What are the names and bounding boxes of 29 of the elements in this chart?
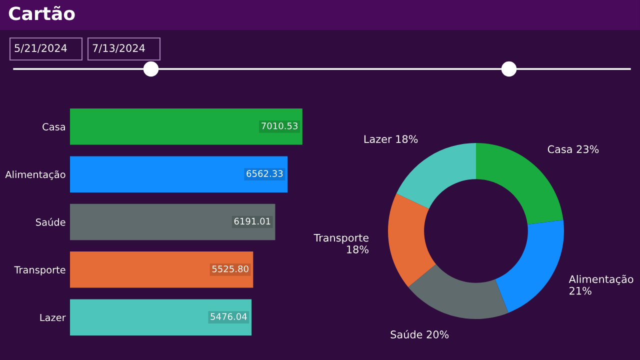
bar [70, 204, 276, 240]
data-label: 5525.80 [212, 265, 248, 272]
bar [70, 299, 252, 336]
slice-label: Lazer 18% [364, 135, 418, 144]
data-label: 5476.04 [210, 313, 247, 320]
bar [70, 108, 302, 145]
data-label: 21% [570, 286, 592, 295]
data-label: 7010.53 [262, 122, 298, 130]
text: 7/13/2024 [92, 44, 145, 53]
bar [70, 156, 288, 192]
slice-label: Saúde 20% [390, 330, 449, 338]
donut-slice [495, 220, 564, 313]
text: 5/21/2024 [14, 44, 67, 53]
y-tick-label: Casa [42, 123, 65, 130]
donut-slice [396, 143, 476, 209]
y-tick-label: Transporte [14, 266, 66, 276]
donut-slice [408, 264, 508, 319]
data-label: 6191.01 [234, 218, 270, 225]
data-label: 6562.33 [246, 170, 283, 177]
slice-label: Casa 23% [548, 145, 599, 154]
slice-label: Transporte [314, 234, 368, 244]
chart-title: Cartão [8, 6, 75, 20]
data-label: 18% [347, 245, 368, 254]
donut-slice [388, 194, 436, 288]
slice-label: Alimentação [568, 274, 634, 285]
y-tick-label: Alimentação [5, 170, 66, 180]
bar [70, 252, 254, 288]
y-tick-label: Saúde [36, 218, 66, 226]
y-tick-label: Lazer [40, 314, 66, 322]
